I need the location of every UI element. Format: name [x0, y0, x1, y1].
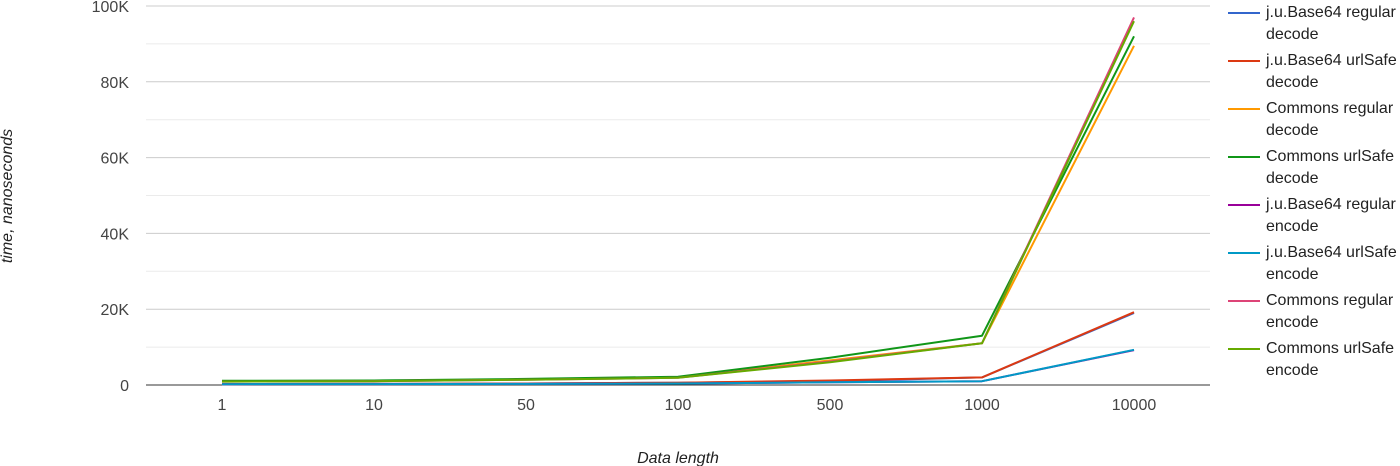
- x-tick-label: 1: [218, 397, 227, 414]
- series-line-7: [221, 20, 1135, 383]
- legend-swatch: [1228, 60, 1260, 62]
- series-line-5: [221, 348, 1135, 386]
- y-tick-label: 60K: [101, 151, 130, 168]
- legend-swatch: [1228, 300, 1260, 302]
- series-lines: [221, 16, 1135, 386]
- x-axis-title: Data length: [637, 450, 719, 466]
- legend-item[interactable]: Commons urlSafe encode: [1226, 338, 1400, 386]
- y-tick-label: 40K: [101, 226, 130, 243]
- legend-label: j.u.Base64 regular encode: [1266, 196, 1396, 235]
- y-tick-label: 80K: [101, 75, 130, 92]
- legend-label: j.u.Base64 regular decode: [1266, 4, 1396, 43]
- series-line-2: [221, 45, 1135, 383]
- y-tick-label: 0: [120, 378, 129, 395]
- legend-swatch: [1228, 12, 1260, 14]
- legend-item[interactable]: j.u.Base64 regular decode: [1226, 2, 1400, 50]
- series-line-0: [221, 312, 1135, 386]
- x-tick-label: 500: [817, 397, 844, 414]
- legend-label: Commons regular encode: [1266, 292, 1394, 331]
- series-line-4: [221, 349, 1135, 386]
- x-tick-label: 50: [517, 397, 535, 414]
- series-line-1: [221, 311, 1135, 386]
- y-axis-title: time, nanoseconds: [0, 129, 16, 263]
- y-tick-label: 20K: [101, 302, 130, 319]
- legend-item[interactable]: j.u.Base64 urlSafe decode: [1226, 50, 1400, 98]
- legend-label: Commons urlSafe encode: [1266, 340, 1395, 379]
- legend-item[interactable]: Commons regular decode: [1226, 98, 1400, 146]
- legend-swatch: [1228, 204, 1260, 206]
- y-axis-ticks: 0 20K 40K 60K 80K 100K: [92, 0, 130, 395]
- series-line-6: [221, 16, 1135, 383]
- legend-label: Commons urlSafe decode: [1266, 148, 1395, 187]
- legend-label: Commons regular decode: [1266, 100, 1394, 139]
- legend-label: j.u.Base64 urlSafe encode: [1266, 244, 1397, 283]
- legend-swatch: [1228, 108, 1260, 110]
- series-line-3: [221, 35, 1135, 382]
- x-axis-ticks: 1 10 50 100 500 1000 10000: [218, 397, 1157, 414]
- legend-swatch: [1228, 348, 1260, 350]
- legend-swatch: [1228, 156, 1260, 158]
- legend-item[interactable]: Commons urlSafe decode: [1226, 146, 1400, 194]
- x-tick-label: 10: [365, 397, 383, 414]
- legend-swatch: [1228, 252, 1260, 254]
- x-tick-label: 1000: [964, 397, 1000, 414]
- y-tick-label: 100K: [92, 0, 130, 16]
- legend-item[interactable]: Commons regular encode: [1226, 290, 1400, 338]
- legend-label: j.u.Base64 urlSafe decode: [1266, 52, 1397, 91]
- gridlines: [146, 5, 1210, 386]
- legend-item[interactable]: j.u.Base64 regular encode: [1226, 194, 1400, 242]
- x-tick-label: 100: [665, 397, 692, 414]
- legend-item[interactable]: j.u.Base64 urlSafe encode: [1226, 242, 1400, 290]
- x-tick-label: 10000: [1112, 397, 1157, 414]
- legend: j.u.Base64 regular decode j.u.Base64 urlS…: [1226, 2, 1400, 386]
